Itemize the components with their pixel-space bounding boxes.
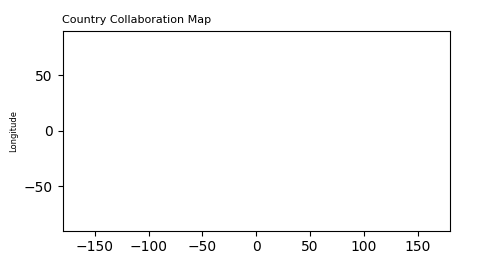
Y-axis label: Longitude: Longitude <box>9 110 18 152</box>
Text: Country Collaboration Map: Country Collaboration Map <box>62 15 212 25</box>
